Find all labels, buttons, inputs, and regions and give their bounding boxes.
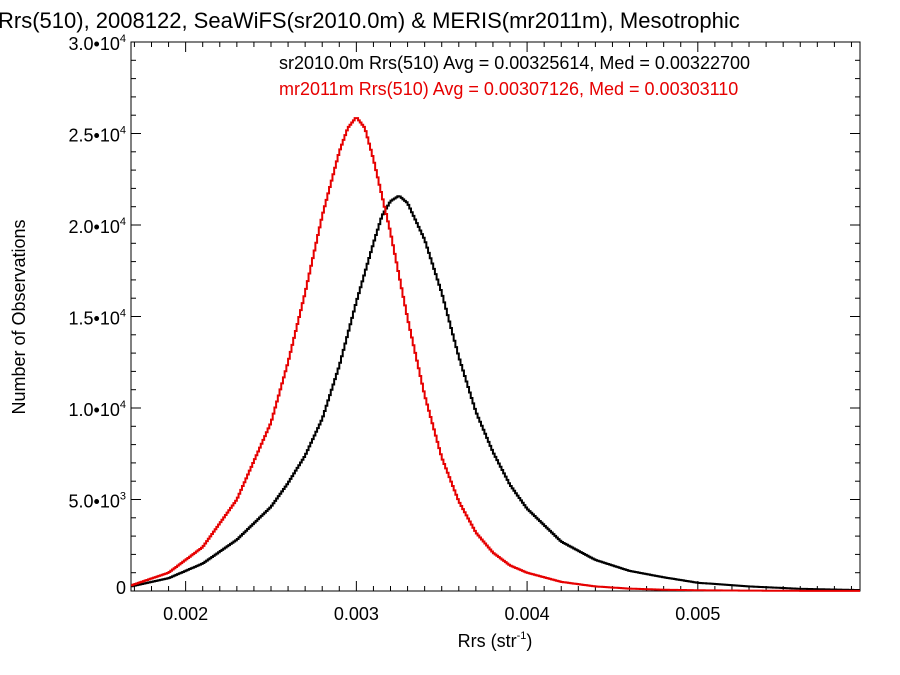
y-axis-label: Number of Observations	[9, 219, 29, 414]
y-tick-label: 2.5•104	[69, 125, 126, 146]
y-tick-label: 5.0•103	[69, 491, 126, 512]
y-tick-label: 0	[116, 578, 126, 598]
x-tick-label: 0.005	[675, 604, 720, 624]
series-line-mr2011	[131, 117, 860, 592]
x-tick-label: 0.004	[505, 604, 550, 624]
legend-entry-mr2011: mr2011m Rrs(510) Avg = 0.00307126, Med =…	[279, 79, 738, 99]
y-tick-label: 1.0•104	[69, 399, 126, 420]
y-tick-label: 1.5•104	[69, 308, 126, 329]
y-tick-label: 2.0•104	[69, 216, 126, 237]
tick-labels: 0.002 0.003 0.004 0.005 0 5.0•103 1.0•104 1.5•1…	[69, 33, 721, 624]
x-axis-label-end: )	[526, 631, 532, 651]
series-line-sr2010	[131, 195, 860, 592]
chart-title: Rrs(510), 2008122, SeaWiFS(sr2010.0m) & …	[0, 8, 740, 33]
x-tick-label: 0.003	[334, 604, 379, 624]
x-axis-label-text: Rrs (str	[458, 631, 517, 651]
legend-entry-sr2010: sr2010.0m Rrs(510) Avg = 0.00325614, Med…	[279, 53, 750, 73]
y-tick-label: 3.0•104	[69, 33, 126, 54]
plot-frame	[130, 41, 861, 592]
x-axis-label: Rrs (str-1)	[458, 630, 533, 651]
x-tick-label: 0.002	[163, 604, 208, 624]
x-axis-label-sup: -1	[517, 630, 527, 642]
axis-ticks	[131, 41, 860, 592]
